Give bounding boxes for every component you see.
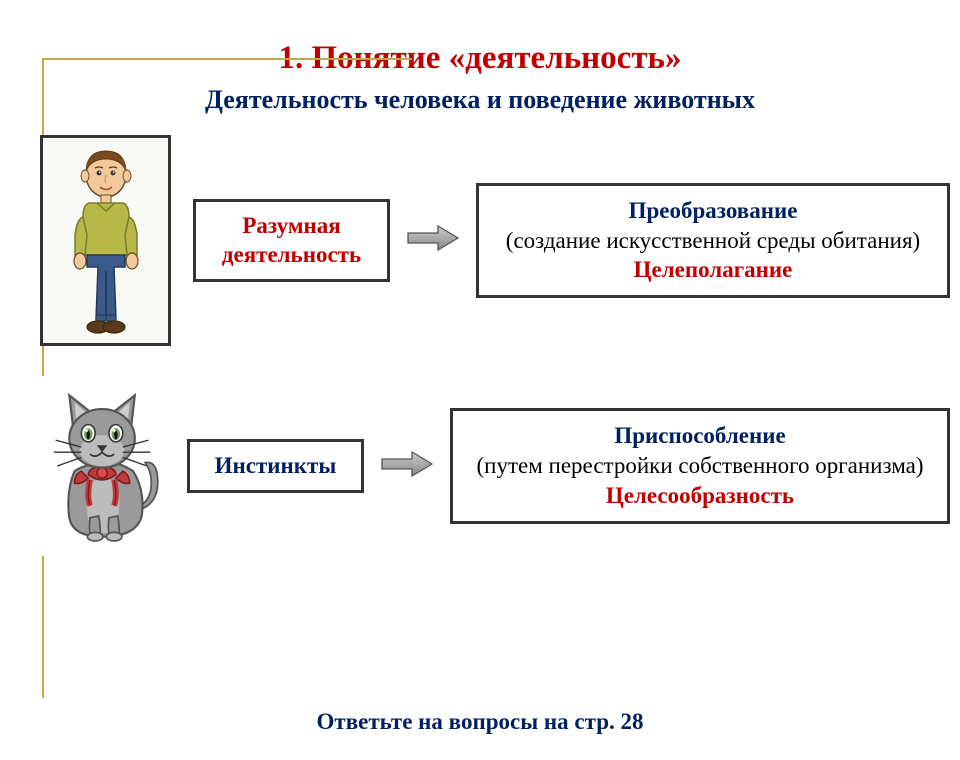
footer-instruction: Ответьте на вопросы на стр. 28	[0, 709, 960, 735]
label-rational-activity: Разумная деятельность	[193, 199, 390, 283]
boy-icon	[51, 143, 161, 338]
arrow-right-icon	[406, 224, 460, 252]
result-adaptation-title: Приспособление	[467, 421, 933, 451]
row-human: Разумная деятельность Преобразование (со…	[40, 135, 950, 346]
result-transformation-title: Преобразование	[493, 196, 933, 226]
illustration-boy	[40, 135, 171, 346]
result-transformation-goal: Целеполагание	[493, 255, 933, 285]
row-animal: Инстинкты Приспособление (путем перестро…	[40, 376, 950, 556]
result-adaptation-goal: Целесообразность	[467, 481, 933, 511]
cat-icon	[40, 376, 165, 556]
arrow-right-icon	[380, 450, 434, 478]
result-transformation: Преобразование (создание искусственной с…	[476, 183, 950, 299]
label-instincts: Инстинкты	[187, 439, 364, 494]
label-instincts-text: Инстинкты	[215, 453, 337, 478]
label-rational-activity-text: Разумная деятельность	[222, 213, 361, 267]
arrow-human	[406, 224, 460, 257]
arrow-animal	[380, 450, 434, 483]
result-adaptation-desc: (путем перестройки собственного организм…	[467, 451, 933, 481]
frame-top-line	[42, 58, 412, 60]
result-transformation-desc: (создание искусственной среды обитания)	[493, 226, 933, 256]
illustration-cat	[40, 376, 165, 556]
result-adaptation: Приспособление (путем перестройки собств…	[450, 408, 950, 524]
diagram-content: Разумная деятельность Преобразование (со…	[0, 135, 960, 556]
